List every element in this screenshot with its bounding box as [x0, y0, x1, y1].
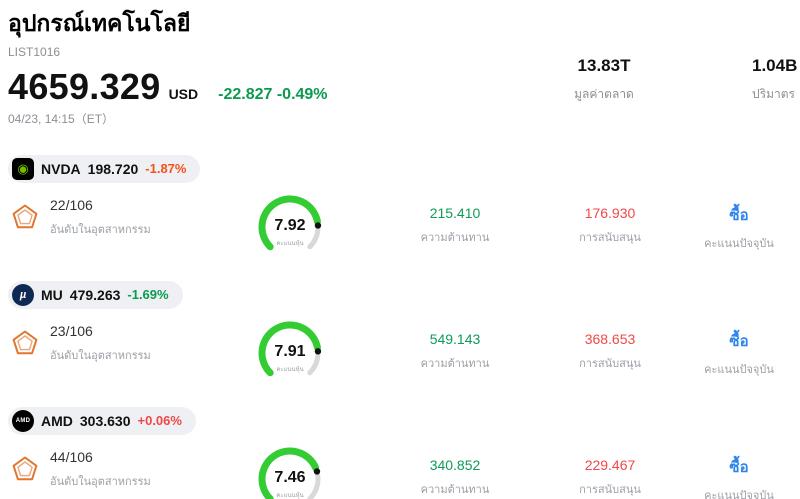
rank-value: 22/106 — [50, 196, 93, 213]
stock-list: ◉ NVDA 198.720 -1.87% 22/106 อันดับในอุต… — [0, 154, 800, 499]
score-value: 7.46 — [274, 468, 306, 486]
rating-label: คะแนนปัจจุบัน — [704, 237, 774, 250]
buy-rating-link[interactable]: ซื้อ — [729, 206, 749, 224]
ticker: NVDA — [41, 160, 81, 177]
market-cap-label: มูลค่าตลาด — [574, 87, 634, 101]
index-price-row: 4659.329 USD -22.827 -0.49% — [8, 67, 790, 107]
resistance-label: ความต้านทาน — [420, 231, 490, 244]
volume-value: 1.04B — [752, 56, 798, 75]
industry-rank-cell: 44/106 อันดับในอุตสาหกรรม — [0, 443, 210, 490]
stock-price: 198.720 — [87, 160, 139, 177]
volume-label: ปริมาตร — [752, 87, 795, 101]
support-label: การสนับสนุน — [579, 483, 641, 496]
resistance-value: 215.410 — [429, 204, 481, 221]
page-title: อุปกรณ์เทคโนโลยี — [8, 10, 191, 36]
support-value: 368.653 — [584, 330, 636, 347]
stock-chip-nvda[interactable]: ◉ NVDA 198.720 -1.87% — [8, 154, 201, 183]
score-gauge-cell: 7.92 คะแนนหุ้น — [210, 191, 370, 257]
resistance-cell: 215.410 ความต้านทาน — [370, 191, 540, 246]
stock-price: 479.263 — [69, 286, 121, 303]
resistance-label: ความต้านทาน — [420, 357, 490, 370]
stock-price: 303.630 — [79, 412, 131, 429]
rank-label: อันดับในอุตสาหกรรม — [50, 475, 151, 488]
rating-label: คะแนนปัจจุบัน — [704, 363, 774, 376]
score-label: คะแนนหุ้น — [276, 366, 304, 373]
support-cell: 368.653 การสนับสนุน — [540, 317, 680, 372]
rating-cell: ซื้อ คะแนนปัจจุบัน — [680, 443, 800, 499]
resistance-cell: 549.143 ความต้านทาน — [370, 317, 540, 372]
ticker: MU — [41, 286, 63, 303]
rank-label: อันดับในอุตสาหกรรม — [50, 223, 151, 236]
pentagon-rank-icon — [12, 330, 38, 355]
resistance-value: 549.143 — [429, 330, 481, 347]
buy-rating-link[interactable]: ซื้อ — [729, 458, 749, 476]
score-value: 7.91 — [274, 342, 306, 360]
index-change: -22.827 -0.49% — [218, 86, 328, 103]
resistance-value: 340.852 — [429, 456, 481, 473]
pentagon-rank-icon — [12, 456, 38, 481]
score-gauge — [258, 195, 322, 250]
resistance-label: ความต้านทาน — [420, 483, 490, 496]
buy-rating-link[interactable]: ซื้อ — [729, 332, 749, 350]
rank-label: อันดับในอุตสาหกรรม — [50, 349, 151, 362]
stock-metrics: 44/106 อันดับในอุตสาหกรรม 7.46 คะแนนหุ้น… — [0, 443, 800, 499]
support-label: การสนับสนุน — [579, 357, 641, 370]
score-gauge-cell: 7.46 คะแนนหุ้น — [210, 443, 370, 499]
support-value: 229.467 — [584, 456, 636, 473]
score-gauge-cell: 7.91 คะแนนหุ้น — [210, 317, 370, 383]
timestamp: 04/23, 14:15（ET） — [8, 111, 115, 126]
mu-logo-icon: µ — [12, 283, 34, 306]
market-cap-value: 13.83T — [577, 56, 631, 75]
score-label: คะแนนหุ้น — [276, 240, 304, 247]
support-cell: 229.467 การสนับสนุน — [540, 443, 680, 498]
stock-metrics: 22/106 อันดับในอุตสาหกรรม 7.92 คะแนนหุ้น… — [0, 191, 800, 257]
pentagon-rank-icon — [12, 204, 38, 229]
stat-market-cap: 13.83T มูลค่าตลาด — [556, 56, 652, 104]
rating-cell: ซื้อ คะแนนปัจจุบัน — [680, 191, 800, 252]
stock-change: +0.06% — [137, 413, 182, 429]
rating-cell: ซื้อ คะแนนปัจจุบัน — [680, 317, 800, 378]
ticker: AMD — [41, 412, 73, 429]
industry-rank-cell: 22/106 อันดับในอุตสาหกรรม — [0, 191, 210, 238]
currency-label: USD — [168, 86, 199, 102]
support-cell: 176.930 การสนับสนุน — [540, 191, 680, 246]
stock-row-amd: AMD AMD 303.630 +0.06% 44/106 อันดับในอุ… — [0, 406, 800, 499]
rank-value: 23/106 — [50, 322, 93, 339]
score-gauge — [258, 447, 321, 499]
industry-rank-cell: 23/106 อันดับในอุตสาหกรรม — [0, 317, 210, 364]
header: อุปกรณ์เทคโนโลยี LIST1016 4659.329 USD -… — [0, 0, 800, 127]
rank-value: 44/106 — [50, 448, 93, 465]
score-gauge — [258, 321, 322, 376]
stock-metrics: 23/106 อันดับในอุตสาหกรรม 7.91 คะแนนหุ้น… — [0, 317, 800, 383]
stat-volume: 1.04B ปริมาตร — [752, 56, 800, 104]
nvda-logo-icon: ◉ — [12, 157, 34, 180]
stock-chip-amd[interactable]: AMD AMD 303.630 +0.06% — [8, 406, 196, 435]
score-label: คะแนนหุ้น — [276, 492, 304, 499]
support-label: การสนับสนุน — [579, 231, 641, 244]
stock-change: -1.69% — [127, 287, 169, 303]
support-value: 176.930 — [584, 204, 636, 221]
score-value: 7.92 — [274, 216, 306, 234]
stock-row-mu: µ MU 479.263 -1.69% 23/106 อันดับในอุตสา… — [0, 280, 800, 383]
stock-change: -1.87% — [145, 161, 187, 177]
amd-logo-icon: AMD — [12, 409, 34, 432]
resistance-cell: 340.852 ความต้านทาน — [370, 443, 540, 498]
index-price: 4659.329 — [8, 66, 161, 107]
rating-label: คะแนนปัจจุบัน — [704, 489, 774, 499]
list-id: LIST1016 — [8, 45, 61, 59]
stock-row-nvda: ◉ NVDA 198.720 -1.87% 22/106 อันดับในอุต… — [0, 154, 800, 257]
stock-chip-mu[interactable]: µ MU 479.263 -1.69% — [8, 280, 183, 309]
